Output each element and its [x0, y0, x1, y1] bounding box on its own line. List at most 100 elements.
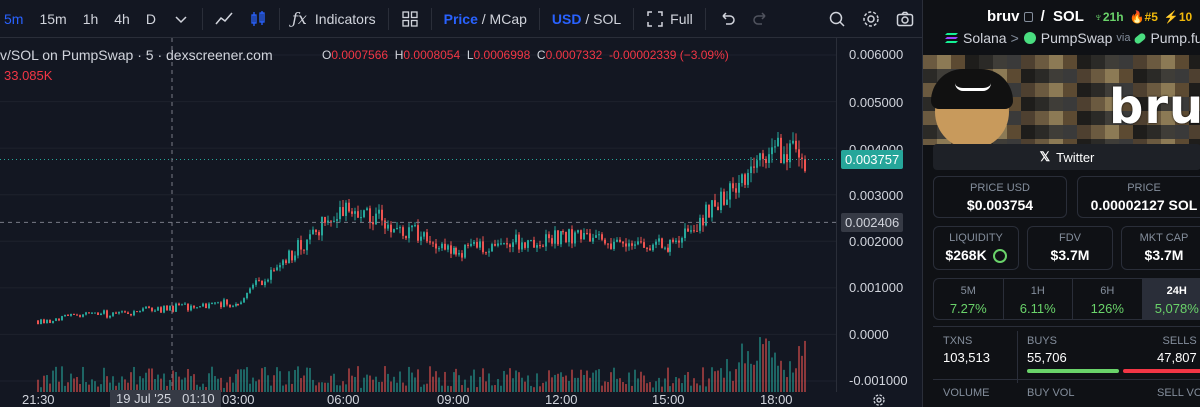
volume-bar	[261, 368, 263, 392]
timeframe-change-tabs: 5M 7.27% 1H 6.11% 6H 126% 24H 5,078%	[933, 278, 1200, 320]
volume-bar	[616, 378, 618, 392]
volume-bar	[491, 385, 493, 392]
redo-button[interactable]	[744, 0, 778, 37]
buys-stat: BUYS 55,706	[1027, 335, 1067, 365]
volume-bar	[100, 384, 102, 392]
time-axis[interactable]: 21:30 03:00 06:00 09:00 12:00 15:00 18:0…	[0, 390, 836, 407]
volume-bar	[464, 379, 466, 392]
layout-button[interactable]	[393, 0, 427, 37]
candle-body	[220, 302, 222, 308]
candle-body	[625, 243, 627, 247]
timeframe-dropdown[interactable]	[164, 0, 198, 37]
volume-bar	[681, 383, 683, 392]
lock-icon[interactable]	[992, 249, 1007, 264]
tab-6h[interactable]: 6H 126%	[1073, 279, 1143, 319]
volume-bar	[121, 376, 123, 392]
volume-bar	[411, 372, 413, 392]
volume-bar	[619, 378, 621, 392]
boost-badge[interactable]: ⚡10	[1164, 10, 1192, 24]
candle-body	[518, 234, 520, 250]
twitter-label: Twitter	[1056, 149, 1095, 165]
usd-sol-toggle[interactable]: USD / SOL	[544, 0, 629, 37]
candle-body	[369, 208, 371, 223]
candle-body	[312, 229, 314, 235]
settings-button[interactable]	[854, 0, 888, 37]
volume-bar	[568, 380, 570, 392]
candle-body	[55, 318, 57, 321]
volume-bar	[765, 338, 767, 392]
volume-bar	[732, 380, 734, 392]
axis-settings-button[interactable]	[872, 393, 886, 407]
chart-type-candle-button[interactable]	[241, 0, 275, 37]
candle-body	[214, 302, 216, 304]
timeframe-15m[interactable]: 15m	[31, 0, 74, 37]
banner-tile	[1119, 55, 1133, 69]
copy-icon[interactable]	[1023, 11, 1033, 22]
volume-bar	[249, 383, 251, 392]
banner-tile	[1189, 97, 1200, 111]
close-value: 0.0007332	[545, 48, 603, 62]
quick-search-button[interactable]	[820, 0, 854, 37]
candlestick-chart[interactable]	[0, 38, 836, 392]
volume-bar	[184, 377, 186, 392]
banner-tile	[1007, 139, 1021, 145]
txns-label: TXNS	[943, 335, 973, 347]
candle-body	[783, 154, 785, 164]
timeframe-d[interactable]: D	[138, 0, 164, 37]
banner-tile	[1021, 69, 1035, 83]
volume-bar	[441, 385, 443, 392]
banner-tile	[1021, 111, 1035, 125]
tab-5m[interactable]: 5M 7.27%	[934, 279, 1004, 319]
chart-type-line-button[interactable]	[207, 0, 241, 37]
twitter-button[interactable]: 𝕏 Twitter	[933, 144, 1200, 170]
timeframe-1h[interactable]: 1h	[75, 0, 107, 37]
banner-tile	[1175, 83, 1189, 97]
timeframe-5m[interactable]: 5m	[0, 0, 31, 37]
price-axis[interactable]: 0.006000 0.005000 0.004000 0.003000 0.00…	[836, 38, 922, 392]
volume-bar	[405, 385, 407, 392]
banner-tile	[1077, 55, 1091, 69]
candle-body	[267, 279, 269, 282]
price-mcap-toggle[interactable]: Price / MCap	[436, 0, 535, 37]
volume-bar	[574, 377, 576, 392]
candle-body	[148, 306, 150, 308]
screenshot-button[interactable]	[888, 0, 922, 37]
banner-tile	[1133, 69, 1147, 83]
indicators-button[interactable]: ƒx Indicators	[284, 0, 384, 37]
candle-body	[696, 230, 698, 232]
launchpad-link[interactable]: Pump.fun	[1150, 30, 1200, 46]
tab-24h[interactable]: 24H 5,078%	[1142, 279, 1200, 319]
banner-tile	[1063, 55, 1077, 69]
candle-body	[94, 312, 96, 314]
volume-bar	[82, 366, 84, 392]
banner-tile	[1077, 125, 1091, 139]
volume-bar	[476, 387, 478, 392]
volume-bar	[115, 385, 117, 392]
volume-bar	[711, 367, 713, 392]
banner-tile	[923, 111, 937, 125]
candle-body	[366, 208, 368, 211]
dex-link[interactable]: PumpSwap	[1040, 30, 1113, 46]
tab-value: 6.11%	[1019, 301, 1056, 316]
lightning-icon: ⚡	[1163, 9, 1179, 24]
volume-bar	[61, 366, 63, 392]
banner-tile	[1035, 69, 1049, 83]
volume-bar	[339, 385, 341, 392]
volume-bar	[217, 378, 219, 392]
chain-link[interactable]: Solana	[963, 30, 1007, 46]
volume-bar	[303, 375, 305, 392]
volume-bar	[235, 373, 237, 392]
candle-body	[512, 242, 514, 247]
banner-tile	[1035, 125, 1049, 139]
ohlc-legend: O0.0007566 H0.0008054 L0.0006998 C0.0007…	[322, 48, 729, 62]
toolbar-divider	[278, 7, 280, 30]
candle-body	[717, 206, 719, 211]
undo-button[interactable]	[710, 0, 744, 37]
volume-bar	[777, 365, 779, 392]
fdv-label: FDV	[1059, 232, 1081, 244]
fullscreen-button[interactable]: Full	[638, 0, 701, 37]
candle-body	[324, 216, 326, 223]
gear-icon	[863, 10, 879, 27]
tab-1h[interactable]: 1H 6.11%	[1004, 279, 1073, 319]
timeframe-4h[interactable]: 4h	[106, 0, 138, 37]
